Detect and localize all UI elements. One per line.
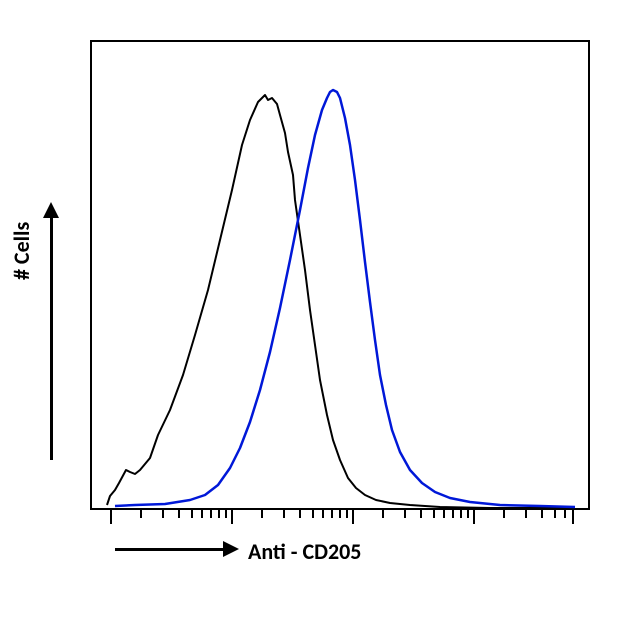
x-tick-minor (433, 510, 435, 518)
x-tick-minor (283, 510, 285, 518)
x-axis-arrow-line (115, 548, 225, 551)
x-tick-minor (140, 510, 142, 518)
x-tick-minor (382, 510, 384, 518)
x-tick-minor (312, 510, 314, 518)
x-axis-arrow-head (223, 541, 239, 557)
x-tick-minor (564, 510, 566, 518)
x-tick-major (572, 510, 574, 524)
x-tick-minor (420, 510, 422, 518)
flow-cytometry-histogram (90, 40, 590, 510)
series-control (107, 95, 575, 508)
x-tick-minor (503, 510, 505, 518)
x-tick-minor (225, 510, 227, 518)
x-tick-minor (322, 510, 324, 518)
y-axis-arrow-line (50, 210, 53, 460)
x-tick-minor (299, 510, 301, 518)
x-tick-minor (162, 510, 164, 518)
x-tick-minor (201, 510, 203, 518)
series-anti-cd205 (115, 90, 575, 507)
x-tick-minor (467, 510, 469, 518)
x-tick-minor (525, 510, 527, 518)
x-tick-minor (339, 510, 341, 518)
x-tick-minor (460, 510, 462, 518)
x-tick-minor (331, 510, 333, 518)
x-tick-major (231, 510, 233, 524)
x-tick-minor (404, 510, 406, 518)
x-tick-major (352, 510, 354, 524)
x-tick-minor (210, 510, 212, 518)
x-tick-major (110, 510, 112, 524)
y-axis-arrow-head (43, 202, 59, 218)
x-tick-minor (191, 510, 193, 518)
x-tick-minor (218, 510, 220, 518)
x-tick-minor (178, 510, 180, 518)
x-tick-minor (452, 510, 454, 518)
x-tick-minor (554, 510, 556, 518)
x-tick-minor (541, 510, 543, 518)
x-tick-minor (346, 510, 348, 518)
x-tick-minor (261, 510, 263, 518)
x-axis-label: Anti - CD205 (248, 538, 361, 565)
plot-svg (90, 40, 590, 510)
y-axis-label: # Cells (8, 222, 35, 280)
x-axis-ticks (90, 510, 590, 530)
x-tick-major (473, 510, 475, 524)
x-tick-minor (443, 510, 445, 518)
